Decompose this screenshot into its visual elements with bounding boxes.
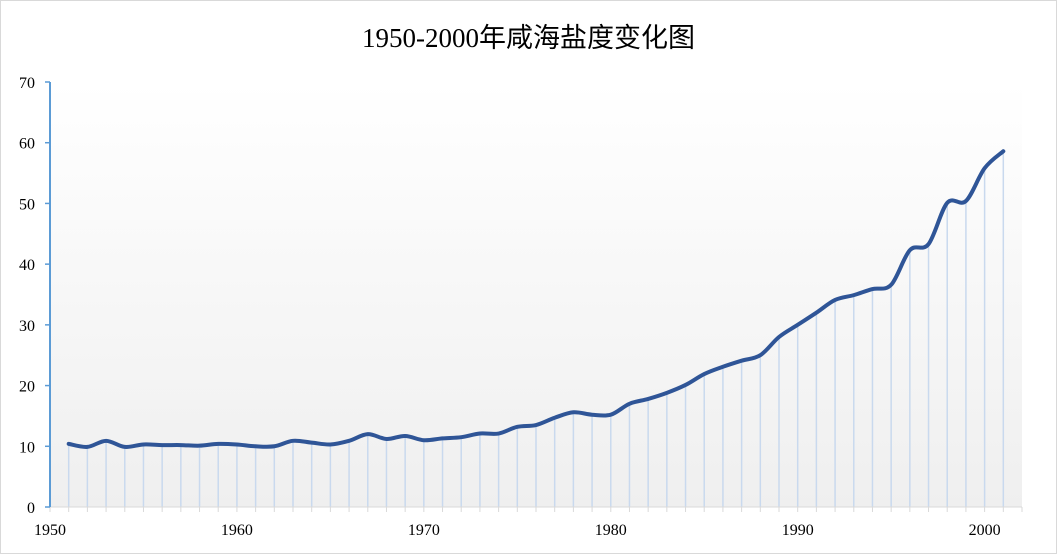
- salinity-line: [66, 149, 1006, 449]
- x-tick-label: 1990: [782, 522, 814, 539]
- x-tick-label: 1950: [34, 522, 66, 539]
- x-axis: 1950 1960 1970 1980 1990 2000: [34, 506, 1023, 539]
- x-tick-label: 1970: [408, 522, 440, 539]
- y-tick-label: 40: [19, 257, 35, 274]
- drop-lines: [67, 151, 1005, 507]
- y-tick-label: 20: [19, 379, 35, 396]
- y-tick-label: 50: [19, 196, 35, 213]
- x-tick-label: 1980: [595, 522, 627, 539]
- y-tick-label: 10: [19, 439, 35, 456]
- x-tick-label: 1960: [221, 522, 253, 539]
- x-tick-label: 2000: [969, 522, 1001, 539]
- y-tick-label: 30: [19, 318, 35, 335]
- y-tick-label: 60: [19, 136, 35, 153]
- chart-title: 1950-2000年咸海盐度变化图: [362, 23, 695, 53]
- y-tick-label: 0: [27, 500, 35, 517]
- y-tick-label: 70: [19, 75, 35, 92]
- y-axis: 0 10 20 30 40 50 60 70: [19, 75, 51, 517]
